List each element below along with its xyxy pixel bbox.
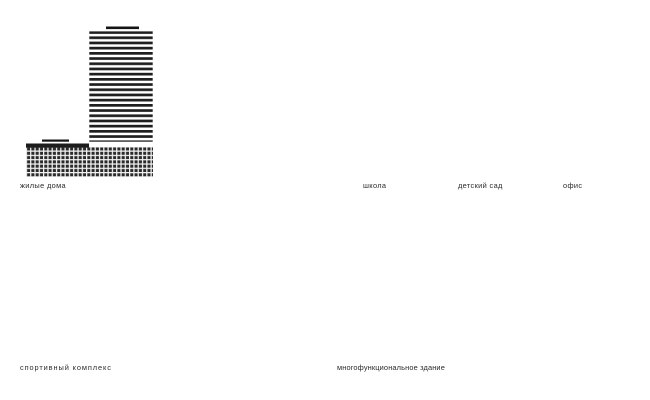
podium-roof-cap-icon bbox=[42, 139, 69, 142]
slab-tower-outline bbox=[88, 30, 154, 143]
caption-residential: жилые дома bbox=[20, 181, 66, 190]
caption-school: школа bbox=[363, 181, 387, 190]
caption-sport-complex: спортивный комплекс bbox=[20, 363, 112, 372]
caption-multifunctional: многофункциональное здание bbox=[337, 363, 445, 372]
caption-kindergarten: детский сад bbox=[458, 181, 503, 190]
building-residential-block-1[interactable] bbox=[26, 26, 154, 178]
caption-office: офис bbox=[563, 181, 583, 190]
podium-block bbox=[26, 147, 153, 177]
podium-parapet bbox=[26, 143, 89, 148]
slab-tower-roof-cap-icon bbox=[106, 26, 139, 30]
slab-tower bbox=[89, 31, 153, 142]
